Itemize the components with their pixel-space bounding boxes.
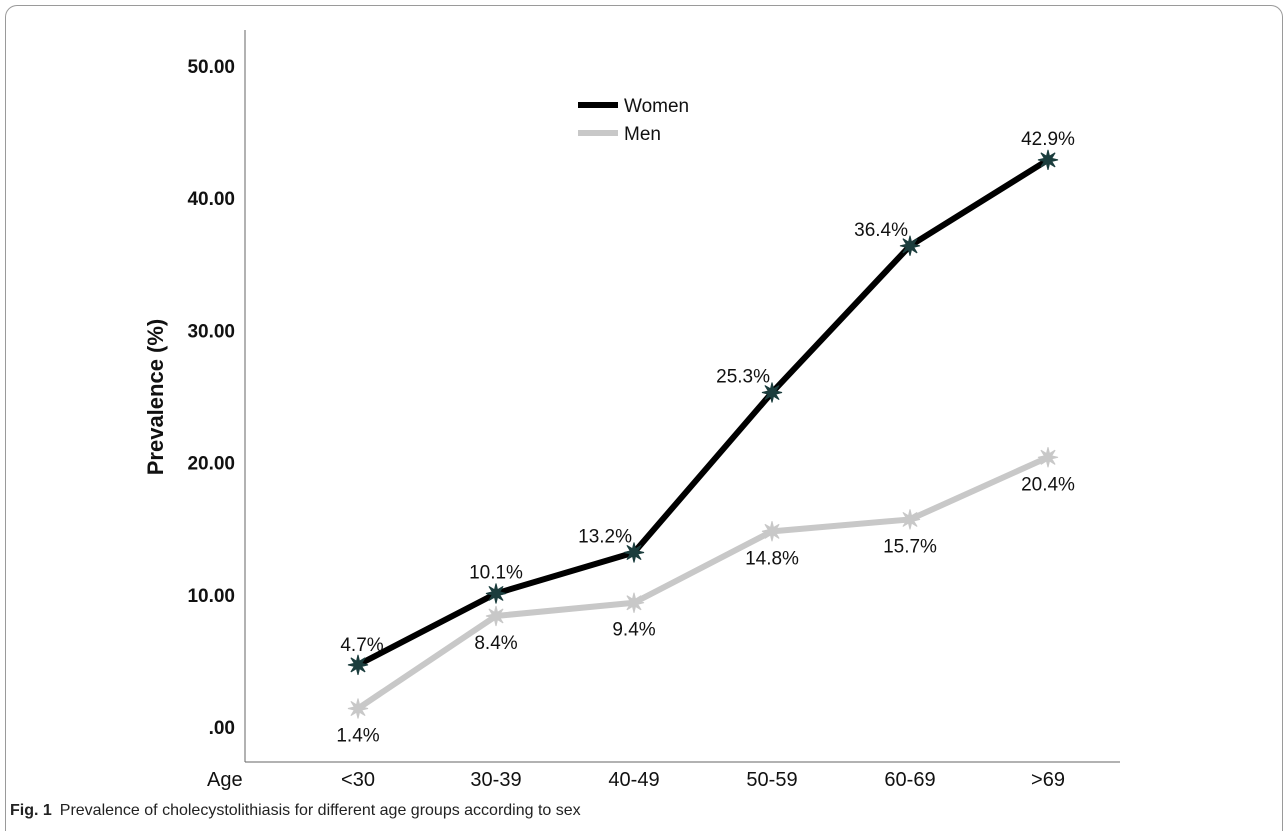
data-point-marker: [623, 542, 645, 563]
data-point-marker: [1037, 447, 1059, 468]
series-line-women: [355, 156, 1051, 668]
data-point-marker: [899, 235, 921, 256]
chart-legend: Women Men: [578, 96, 689, 145]
x-axis-title: Age: [207, 769, 243, 791]
data-point-marker: [1037, 149, 1059, 171]
series-line-men: [355, 454, 1051, 712]
x-tick-label: <30: [341, 769, 375, 791]
data-point-marker: [623, 592, 645, 613]
x-tick-label: 50-59: [746, 769, 797, 791]
series-women: 4.7% 10.1% 13.2% 25.3% 36.4% 42.9%: [340, 129, 1075, 676]
x-tick-label: >69: [1031, 769, 1065, 791]
data-label: 13.2%: [578, 526, 632, 547]
data-label: 42.9%: [1021, 129, 1075, 150]
y-tick-label: 50.00: [187, 57, 235, 78]
legend-label-women: Women: [624, 96, 689, 117]
figure-caption: Fig. 1 Prevalence of cholecystolithiasis …: [10, 802, 581, 820]
y-axis-title: Prevalence (%): [143, 319, 168, 476]
data-label: 8.4%: [474, 633, 517, 654]
figure-frame: [5, 5, 1283, 831]
chart-axes: .00 10.00 20.00 30.00 40.00 50.00 Prevalence (…: [143, 30, 1120, 791]
data-point-marker: [347, 654, 369, 676]
data-label: 10.1%: [469, 562, 523, 583]
data-point-marker: [761, 521, 783, 542]
data-label: 20.4%: [1021, 474, 1075, 495]
x-tick-label: 40-49: [608, 769, 659, 791]
data-label: 15.7%: [883, 536, 937, 557]
figure-label: Fig. 1: [10, 802, 52, 819]
chart-series: 1.4% 8.4% 9.4% 14.8% 15.7% 20.4% 4.7% 10.1% 13.2…: [336, 129, 1075, 747]
data-point-marker: [347, 698, 369, 719]
data-point-marker: [761, 382, 783, 403]
y-tick-label: 40.00: [187, 189, 235, 210]
data-point-marker: [485, 605, 507, 627]
x-tick-label: 30-39: [470, 769, 521, 791]
data-point-marker: [485, 583, 507, 604]
data-label: 9.4%: [612, 620, 655, 641]
data-label: 14.8%: [745, 548, 799, 569]
figure-caption-text: Prevalence of cholecystolithiasis for di…: [59, 802, 581, 819]
data-point-marker: [899, 509, 921, 530]
data-label: 25.3%: [716, 367, 770, 388]
data-label: 36.4%: [854, 220, 908, 241]
y-tick-label: .00: [209, 718, 235, 739]
data-label: 4.7%: [340, 635, 383, 656]
y-tick-label: 30.00: [187, 321, 235, 342]
data-label: 1.4%: [336, 725, 379, 746]
series-men: 1.4% 8.4% 9.4% 14.8% 15.7% 20.4%: [336, 447, 1075, 746]
y-tick-label: 10.00: [187, 586, 235, 607]
y-tick-label: 20.00: [187, 454, 235, 475]
legend-label-men: Men: [624, 124, 661, 145]
line-chart: .00 10.00 20.00 30.00 40.00 50.00 Prevalence (…: [143, 30, 1120, 791]
x-tick-label: 60-69: [884, 769, 935, 791]
